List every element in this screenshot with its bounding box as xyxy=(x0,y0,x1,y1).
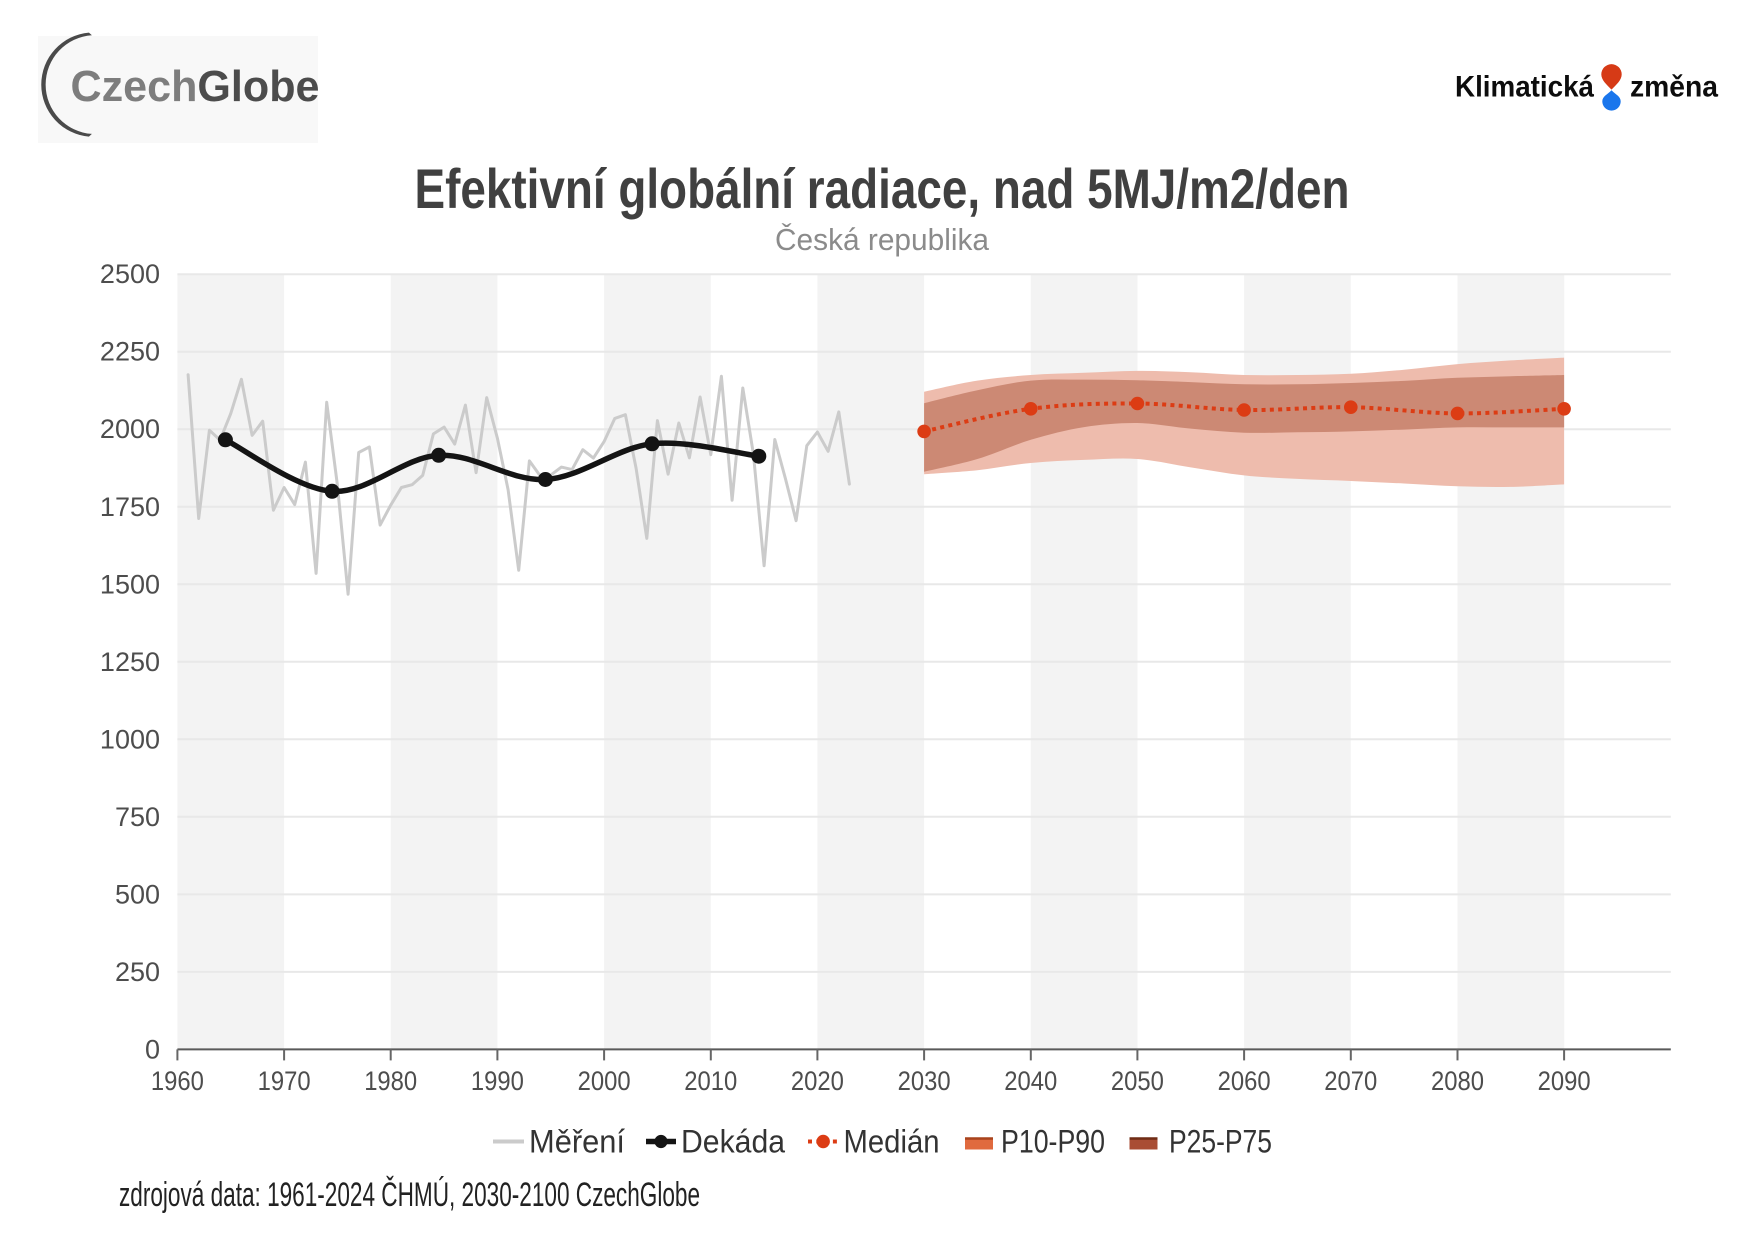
svg-text:2040: 2040 xyxy=(1004,1066,1057,1096)
svg-text:2010: 2010 xyxy=(684,1066,737,1096)
svg-text:P10-P90: P10-P90 xyxy=(1001,1124,1105,1160)
svg-text:2000: 2000 xyxy=(578,1066,631,1096)
svg-text:Medián: Medián xyxy=(844,1124,940,1160)
svg-text:2070: 2070 xyxy=(1324,1066,1377,1096)
svg-text:2000: 2000 xyxy=(100,414,160,444)
svg-text:1750: 1750 xyxy=(100,492,160,522)
svg-text:1500: 1500 xyxy=(100,569,160,599)
svg-text:Měření: Měření xyxy=(529,1124,625,1160)
svg-text:1000: 1000 xyxy=(100,724,160,754)
svg-text:zdrojová data: 1961-2024 ČHMÚ,: zdrojová data: 1961-2024 ČHMÚ, 2030-2100… xyxy=(119,1176,700,1214)
svg-text:1250: 1250 xyxy=(100,647,160,677)
svg-text:Dekáda: Dekáda xyxy=(681,1124,785,1160)
svg-text:2020: 2020 xyxy=(791,1066,844,1096)
svg-text:250: 250 xyxy=(115,957,160,987)
svg-text:2080: 2080 xyxy=(1431,1066,1484,1096)
svg-text:Klimatická: Klimatická xyxy=(1455,71,1594,104)
svg-text:0: 0 xyxy=(145,1034,160,1064)
svg-text:2030: 2030 xyxy=(898,1066,951,1096)
svg-text:2090: 2090 xyxy=(1538,1066,1591,1096)
svg-text:1980: 1980 xyxy=(364,1066,417,1096)
svg-text:2250: 2250 xyxy=(100,337,160,367)
svg-text:750: 750 xyxy=(115,802,160,832)
svg-text:2060: 2060 xyxy=(1218,1066,1271,1096)
svg-text:P25-P75: P25-P75 xyxy=(1169,1124,1272,1160)
svg-text:1960: 1960 xyxy=(151,1066,204,1096)
svg-text:Česká republika: Česká republika xyxy=(775,222,990,257)
svg-text:2500: 2500 xyxy=(100,259,160,289)
svg-text:změna: změna xyxy=(1630,71,1718,104)
svg-text:500: 500 xyxy=(115,879,160,909)
svg-text:1970: 1970 xyxy=(258,1066,311,1096)
svg-text:CzechGlobe: CzechGlobe xyxy=(71,62,320,111)
svg-text:Efektivní globální radiace, na: Efektivní globální radiace, nad 5MJ/m2/d… xyxy=(415,157,1350,220)
svg-text:1990: 1990 xyxy=(471,1066,524,1096)
svg-text:2050: 2050 xyxy=(1111,1066,1164,1096)
